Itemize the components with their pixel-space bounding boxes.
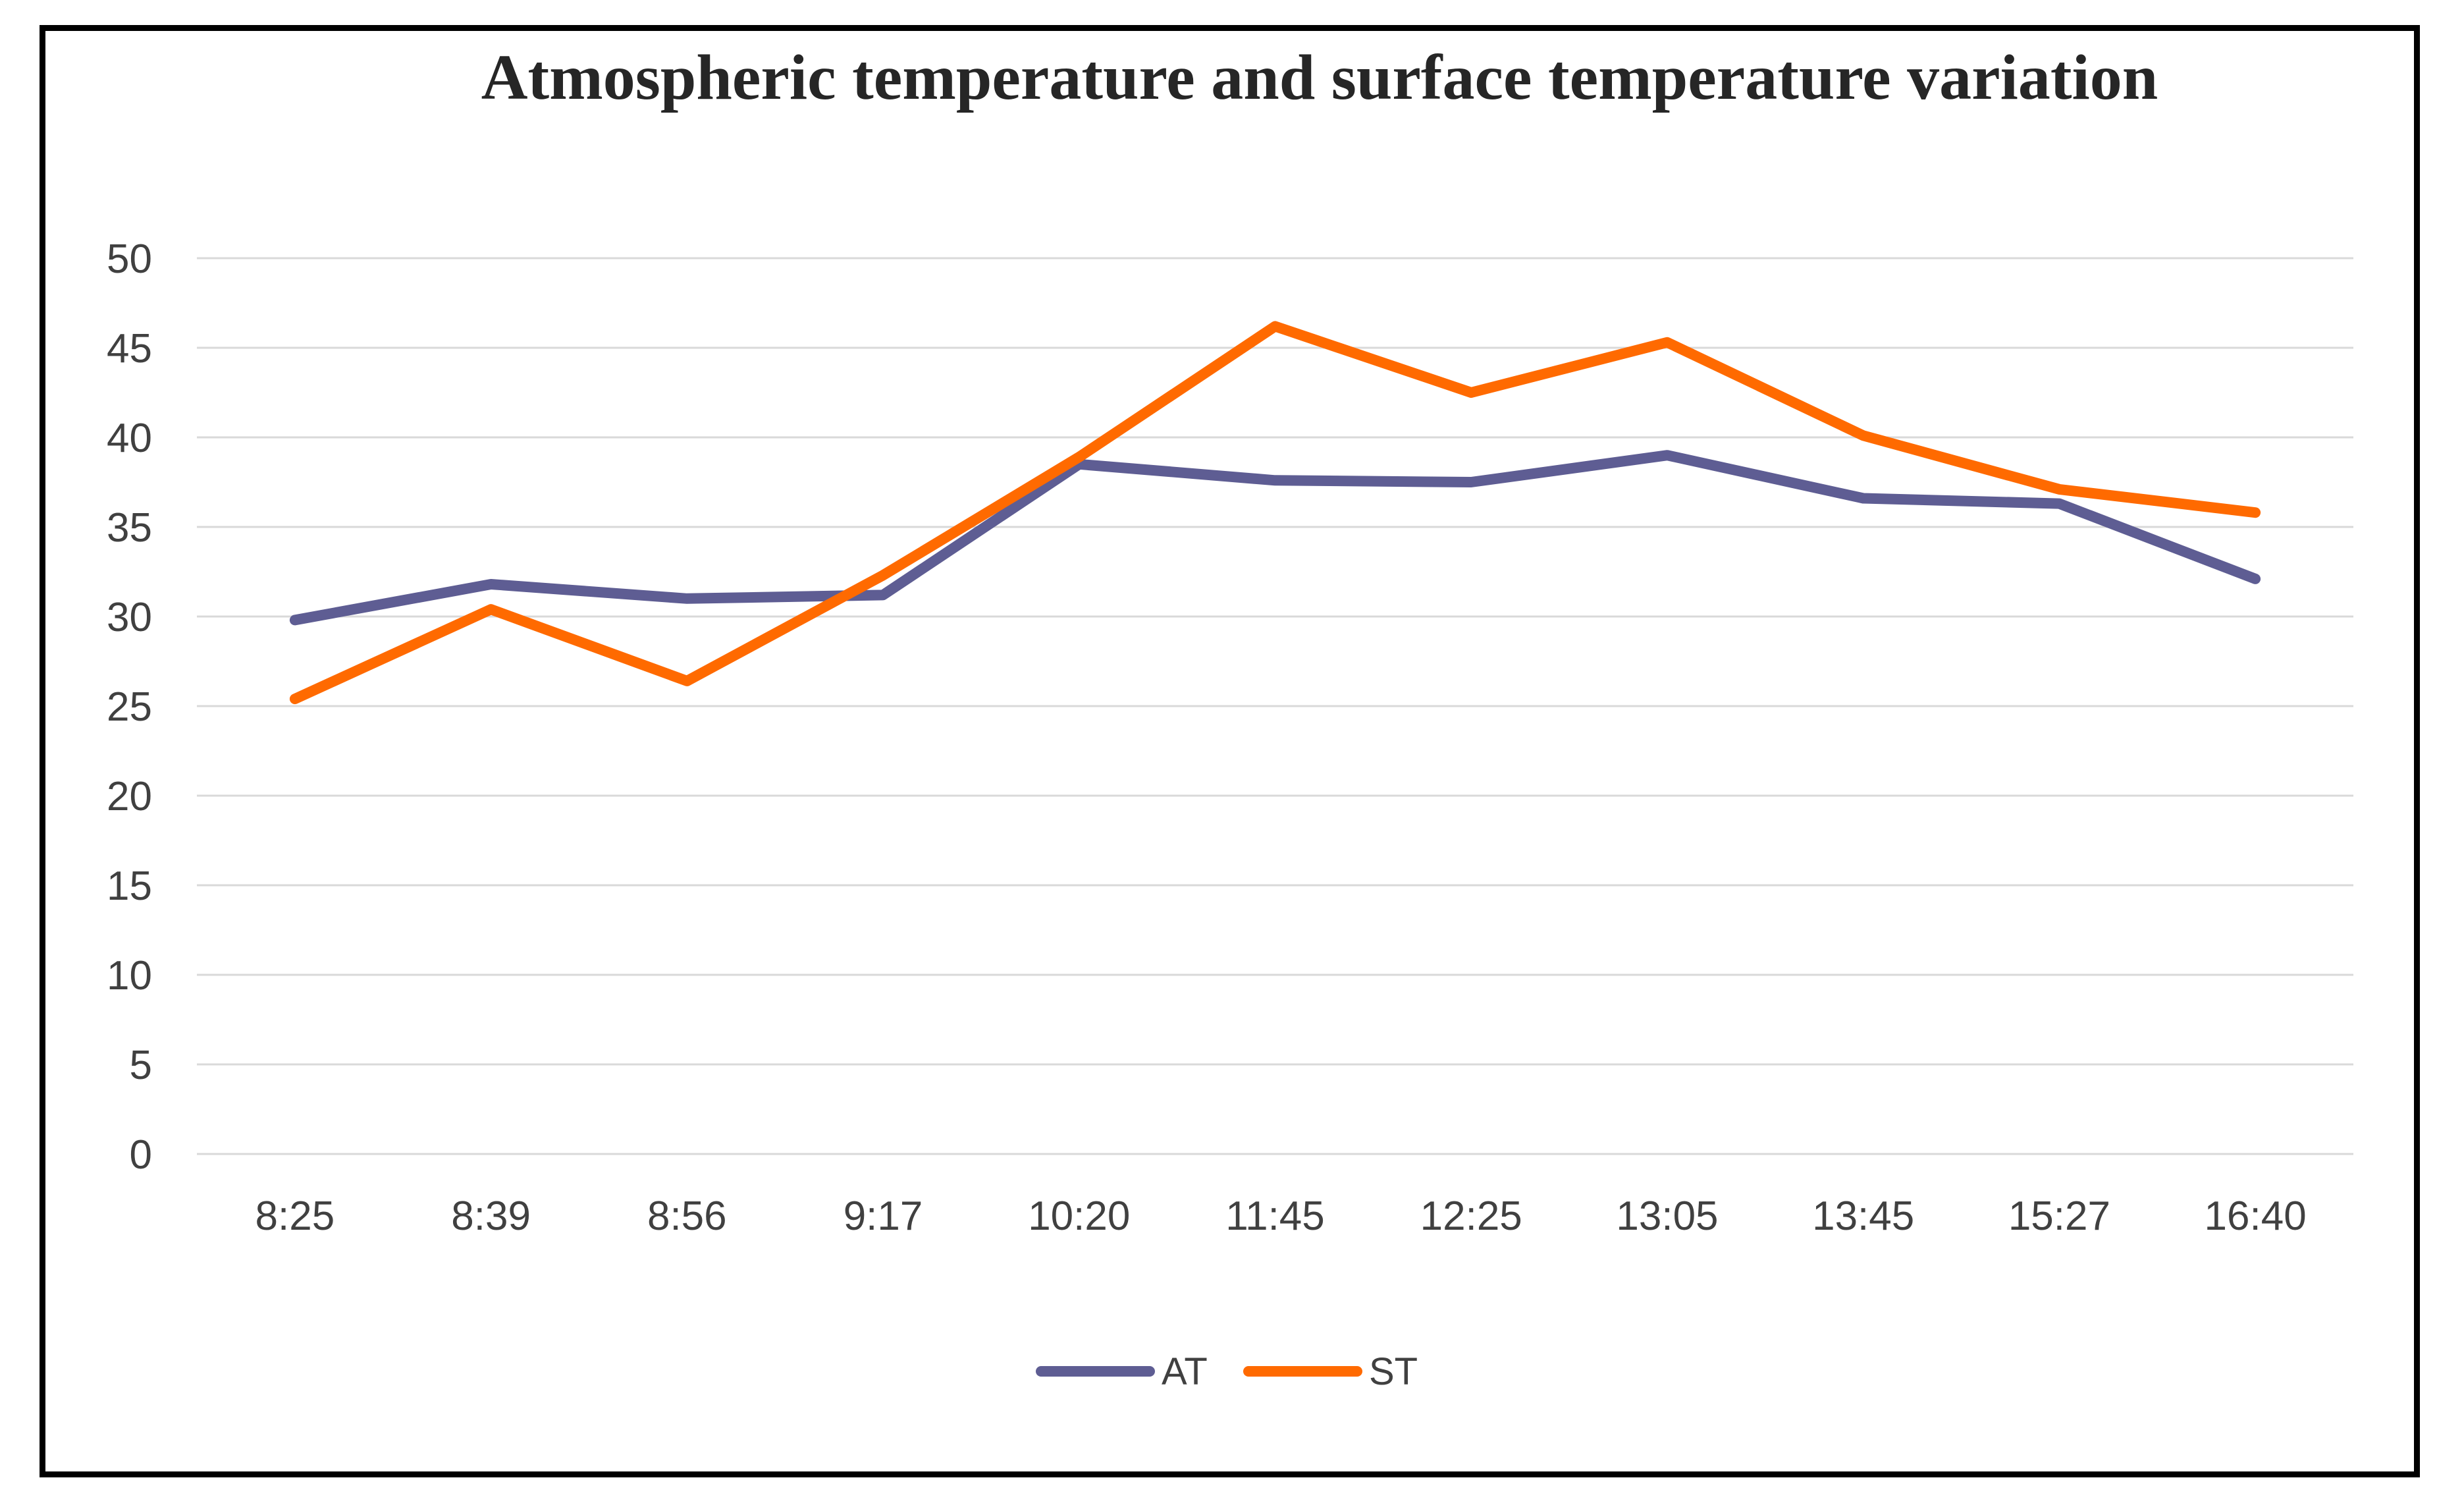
x-tick-label: 16:40 [2205,1193,2307,1239]
y-tick-label: 15 [107,864,152,909]
y-tick-label: 40 [107,416,152,461]
y-tick-label: 10 [107,953,152,999]
y-tick-label: 35 [107,505,152,551]
y-tick-label: 30 [107,595,152,640]
legend-item-st: ST [1243,1350,1418,1393]
x-tick-label: 11:45 [1225,1193,1325,1239]
chart-title: Atmospheric temperature and surface temp… [481,42,2158,113]
series-line-at [289,450,2261,626]
chart-frame: Atmospheric temperature and surface temp… [40,25,2420,1477]
legend-item-at: AT [1036,1350,1208,1393]
y-tick-label: 20 [107,774,152,819]
y-tick-label: 50 [107,236,152,282]
x-tick-label: 9:17 [844,1193,923,1239]
y-axis-ticks: 0 5 10 15 20 25 30 35 40 45 50 [107,236,152,1178]
y-tick-label: 5 [130,1043,152,1088]
y-tick-label: 45 [107,326,152,371]
x-tick-label: 8:25 [255,1193,335,1239]
gridlines [197,257,2353,1155]
y-tick-label: 25 [107,684,152,730]
x-tick-label: 13:45 [1812,1193,1914,1239]
x-axis-ticks: 8:25 8:39 8:56 9:17 10:20 11:45 12:25 13:05 13:4… [255,1193,2307,1239]
x-tick-label: 8:39 [451,1193,531,1239]
series-line-st [289,321,2261,705]
y-tick-label: 0 [130,1132,152,1178]
legend-label: ST [1369,1350,1418,1393]
line-chart: Atmospheric temperature and surface temp… [107,42,2353,1393]
x-tick-label: 10:20 [1028,1193,1130,1239]
x-tick-label: 12:25 [1420,1193,1522,1239]
x-tick-label: 8:56 [647,1193,727,1239]
series-lines [289,321,2261,705]
x-tick-label: 15:27 [2008,1193,2110,1239]
legend: AT ST [1036,1350,1418,1393]
x-tick-label: 13:05 [1616,1193,1718,1239]
legend-label: AT [1162,1350,1208,1393]
